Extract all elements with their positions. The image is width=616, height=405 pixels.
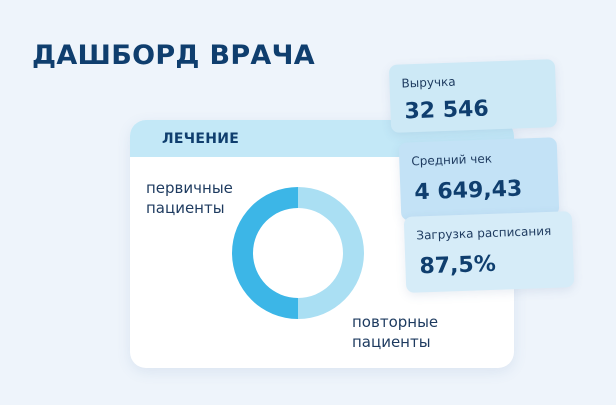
legend-repeat-line2: пациенты (352, 333, 431, 351)
legend-primary-patients: первичные пациенты (146, 178, 233, 218)
patients-donut-chart (232, 187, 364, 319)
page-title: ДАШБОРД ВРАЧА (32, 40, 315, 71)
legend-repeat-line1: повторные (352, 313, 439, 331)
revenue-value: 32 546 (404, 96, 490, 125)
revenue-label: Выручка (401, 74, 456, 91)
treatment-card-title: ЛЕЧЕНИЕ (162, 130, 240, 147)
legend-primary-line1: первичные (146, 179, 233, 197)
donut-slice-repeat (298, 187, 364, 319)
avg-check-label: Средний чек (411, 151, 493, 169)
schedule-load-value: 87,5% (419, 251, 497, 280)
legend-repeat-patients: повторные пациенты (352, 312, 438, 352)
legend-primary-line2: пациенты (146, 199, 225, 217)
schedule-load-label: Загрузка расписания (416, 223, 552, 243)
revenue-card: Выручка 32 546 (388, 59, 558, 133)
donut-slice-primary (232, 187, 298, 319)
avg-check-card: Средний чек 4 649,43 (398, 137, 560, 221)
avg-check-value: 4 649,43 (414, 176, 523, 206)
schedule-load-card: Загрузка расписания 87,5% (403, 211, 575, 293)
